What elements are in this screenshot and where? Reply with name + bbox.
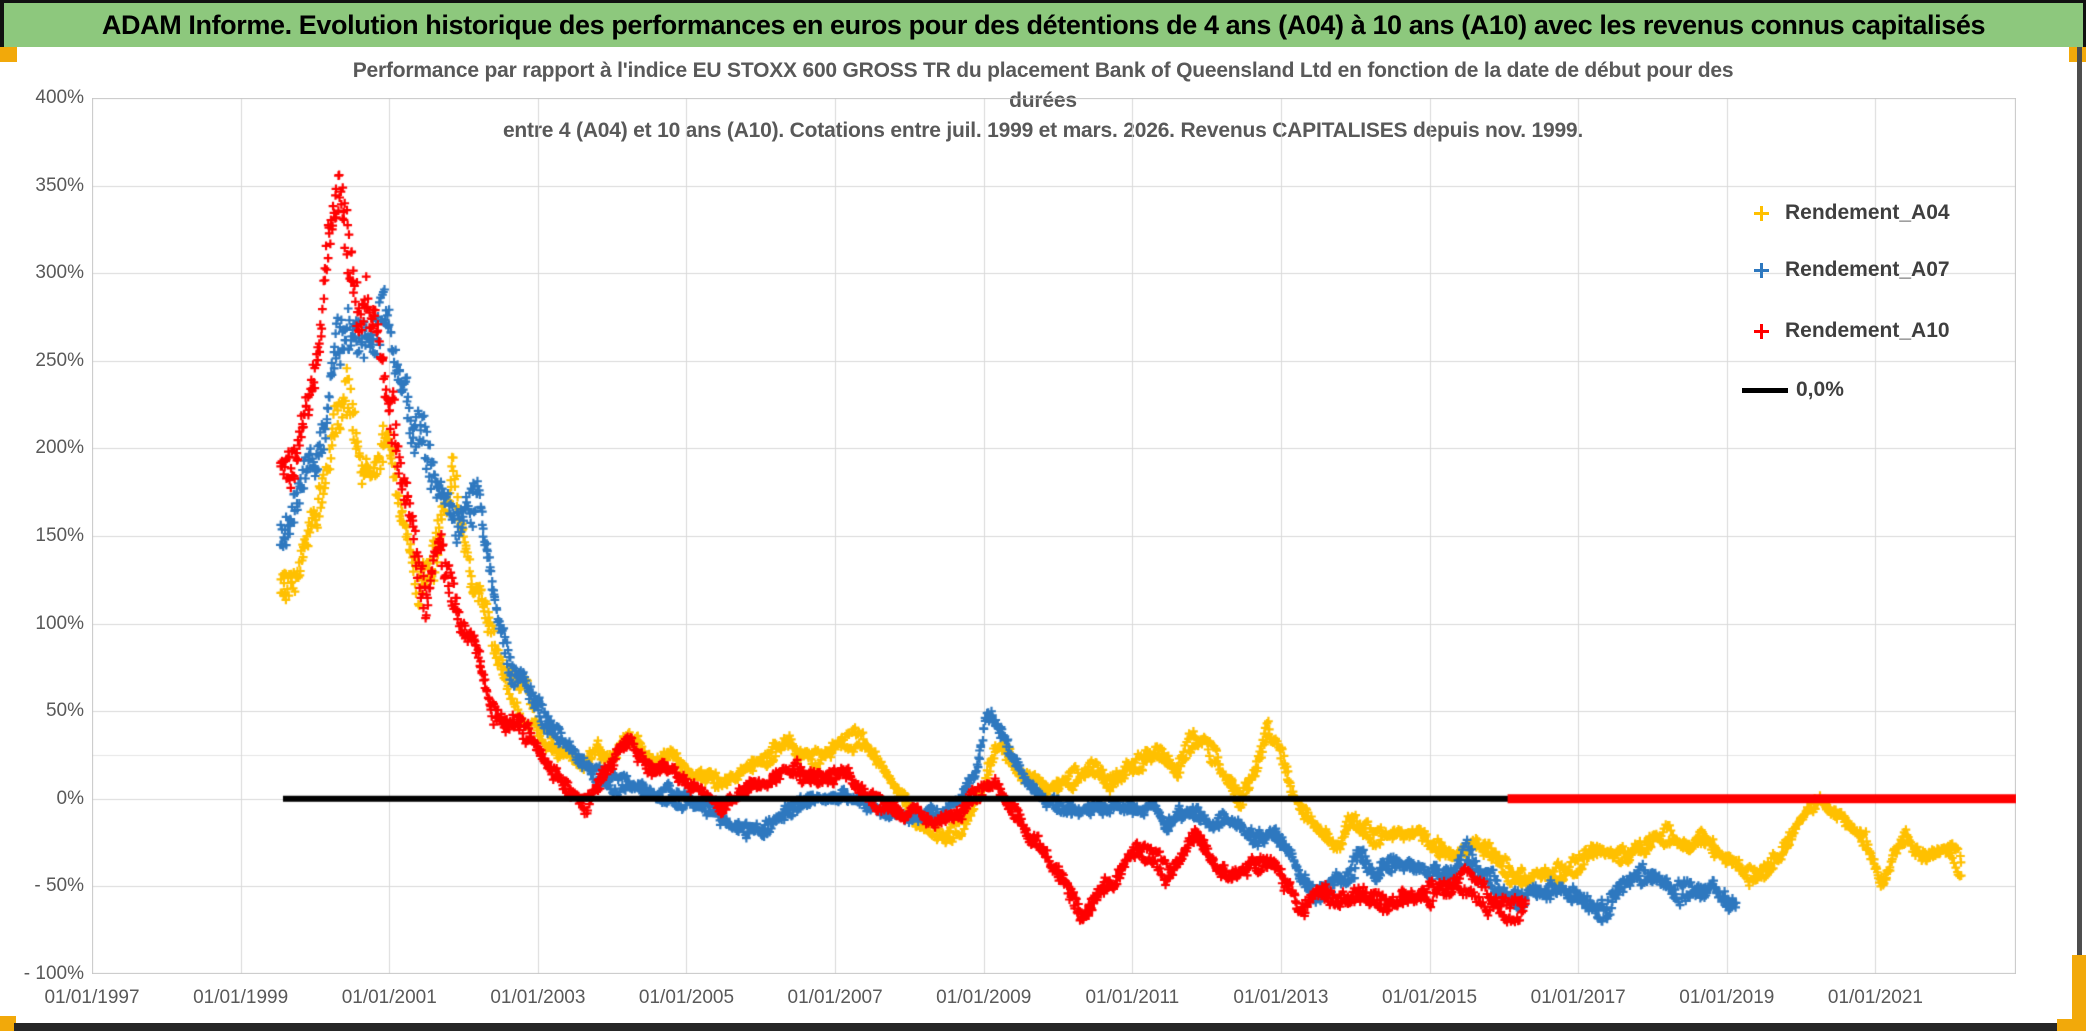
legend-label: Rendement_A10 <box>1785 319 1950 342</box>
performance-scatter-plot <box>92 98 2016 974</box>
x-tick-label: 01/01/2013 <box>1233 987 1329 1008</box>
selection-handle-bottom-left <box>0 1016 16 1031</box>
x-tick-label: 01/01/2011 <box>1085 987 1180 1008</box>
plus-marker-icon <box>1754 262 1769 278</box>
y-tick-label: 350% <box>35 174 84 196</box>
y-tick-label: 400% <box>35 87 84 108</box>
selection-handle-top-left <box>0 47 17 62</box>
x-tick-label: 01/01/2005 <box>638 987 735 1008</box>
report-banner: ADAM Informe. Evolution historique des p… <box>0 0 2086 47</box>
plus-marker-icon <box>1754 205 1769 221</box>
zero-line-icon <box>1742 387 1788 393</box>
x-tick-label: 01/01/2021 <box>1827 987 1923 1008</box>
y-tick-label: 100% <box>35 612 84 634</box>
x-tick-label: 01/01/2003 <box>490 987 586 1008</box>
y-tick-label: 50% <box>45 700 84 722</box>
x-tick-label: 01/01/1999 <box>193 987 289 1008</box>
x-tick-label: 01/01/1997 <box>44 987 140 1008</box>
chart-title-line1: Performance par rapport à l'indice EU ST… <box>352 59 1734 82</box>
x-tick-label: 01/01/2001 <box>341 987 437 1008</box>
selection-handle-bottom-right-v <box>2072 955 2086 1031</box>
x-tick-label: 01/01/2015 <box>1382 987 1478 1008</box>
y-tick-label: 150% <box>35 525 84 546</box>
x-tick-label: 01/01/2017 <box>1530 987 1626 1008</box>
report-banner-title: ADAM Informe. Evolution historique des p… <box>101 9 1986 40</box>
y-tick-label: - 100% <box>23 963 84 984</box>
plus-marker-icon <box>1754 323 1769 339</box>
y-tick-label: 0% <box>56 787 84 809</box>
window-right-edge <box>2077 47 2082 1031</box>
y-tick-label: 250% <box>35 349 84 371</box>
legend-label: Rendement_A04 <box>1785 201 1950 224</box>
x-tick-label: 01/01/2009 <box>936 987 1032 1008</box>
legend-item-0-0-: 0,0% <box>1742 376 1844 404</box>
legend-item-rendement-a07: Rendement_A07 <box>1742 256 1950 284</box>
legend-item-rendement-a04: Rendement_A04 <box>1742 199 1950 227</box>
legend-label: 0,0% <box>1796 378 1844 401</box>
legend-label: Rendement_A07 <box>1785 258 1950 281</box>
y-tick-label: 300% <box>35 262 84 284</box>
y-tick-label: - 50% <box>34 875 84 897</box>
x-tick-label: 01/01/2019 <box>1679 987 1775 1008</box>
y-tick-label: 200% <box>35 437 84 459</box>
x-tick-label: 01/01/2007 <box>787 987 883 1008</box>
legend-item-rendement-a10: Rendement_A10 <box>1742 317 1950 345</box>
window-bottom-edge <box>14 1023 2086 1031</box>
